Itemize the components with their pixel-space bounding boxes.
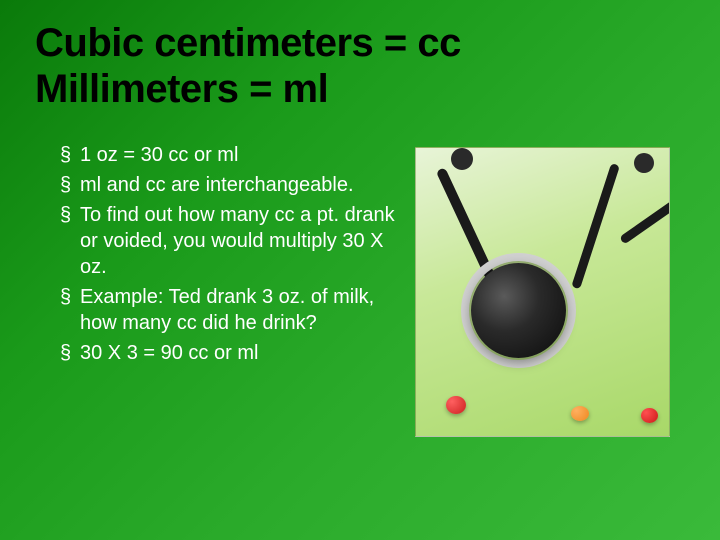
bullet-item: ml and cc are interchangeable. (60, 172, 395, 198)
bullet-item: 30 X 3 = 90 cc or ml (60, 340, 395, 366)
pill-icon (446, 396, 466, 414)
stethoscope-head-icon (471, 263, 566, 358)
bullet-list: 1 oz = 30 cc or ml ml and cc are interch… (35, 142, 395, 370)
pill-icon (571, 406, 589, 421)
bullet-item: Example: Ted drank 3 oz. of milk, how ma… (60, 284, 395, 336)
bullet-item: To find out how many cc a pt. drank or v… (60, 202, 395, 280)
pill-icon (641, 408, 658, 423)
bullet-item: 1 oz = 30 cc or ml (60, 142, 395, 168)
slide-title: Cubic centimeters = cc Millimeters = ml (35, 20, 685, 112)
stethoscope-tube-icon (571, 163, 620, 289)
title-line-1: Cubic centimeters = cc (35, 21, 461, 65)
stethoscope-image (415, 147, 670, 437)
content-area: 1 oz = 30 cc or ml ml and cc are interch… (35, 142, 685, 437)
stethoscope-tube-icon (619, 191, 670, 244)
slide: Cubic centimeters = cc Millimeters = ml … (0, 0, 720, 540)
stethoscope-eartip-icon (451, 148, 473, 170)
stethoscope-eartip-icon (634, 153, 654, 173)
title-line-2: Millimeters = ml (35, 67, 328, 111)
